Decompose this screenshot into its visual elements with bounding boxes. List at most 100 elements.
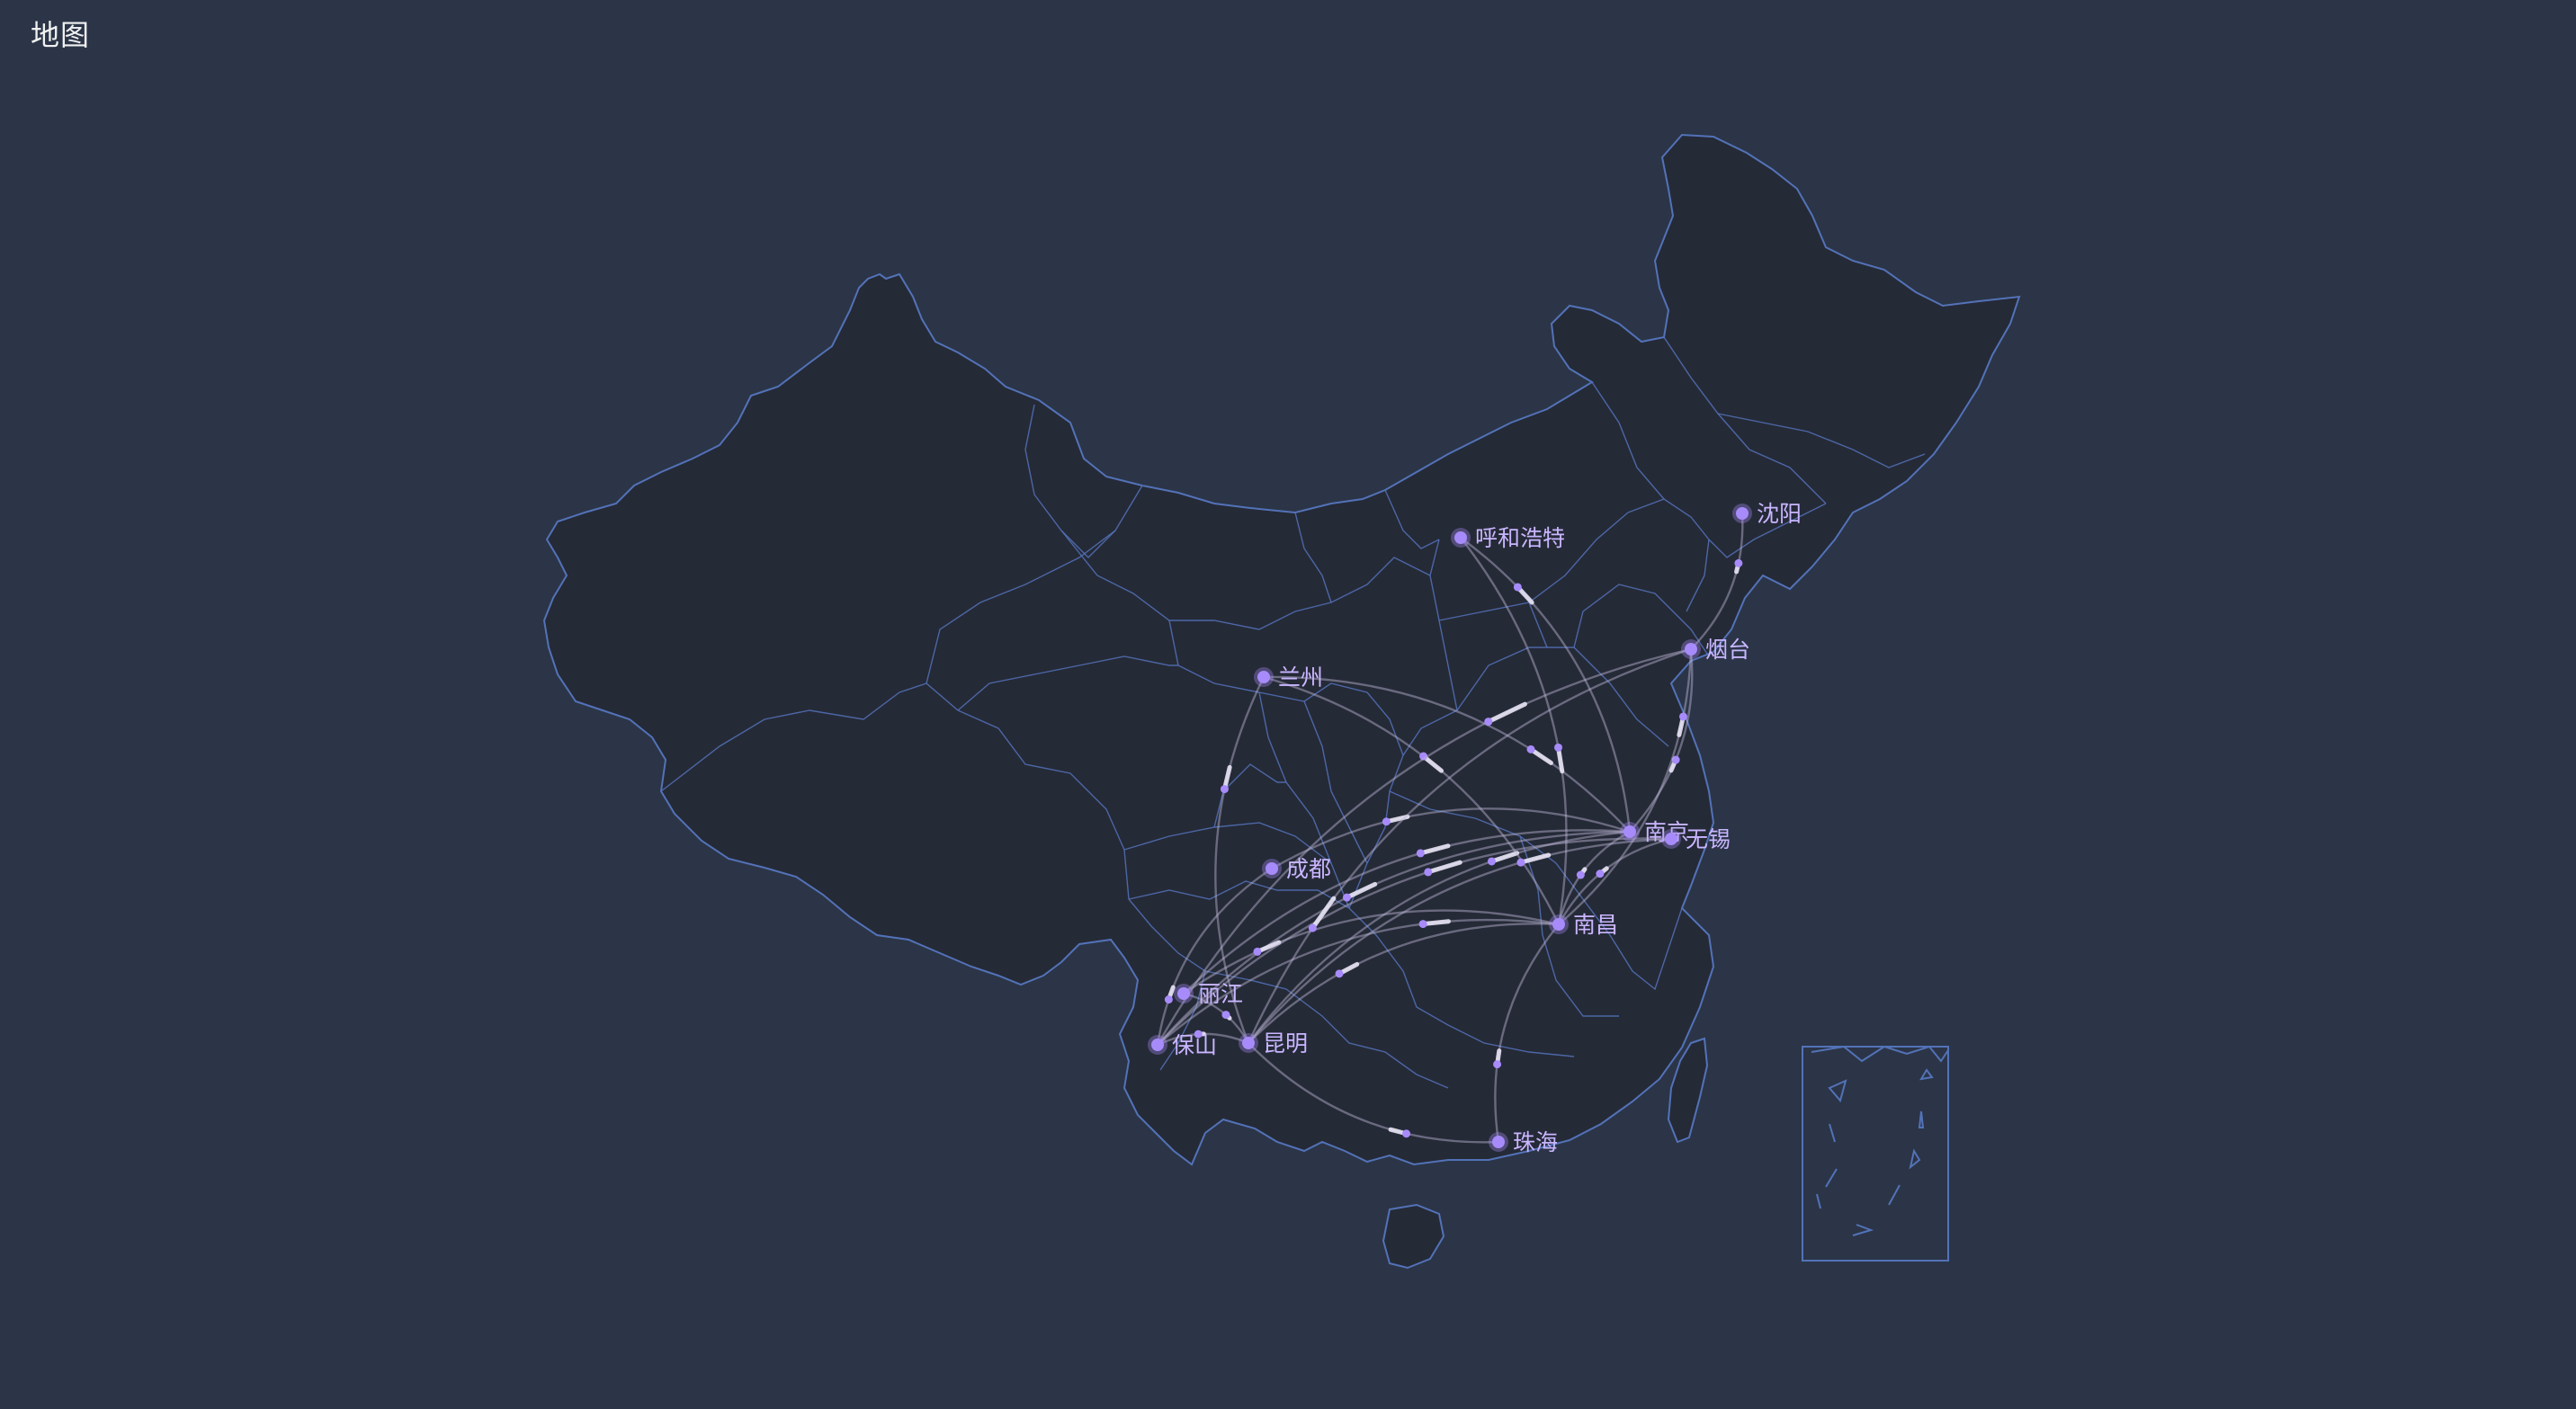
route-line [1156,867,1273,1046]
route-effect-head [1253,947,1262,956]
route-effect-head [1418,920,1427,929]
route-line [1271,807,1631,870]
route-trail [1486,701,1527,725]
city-point [1242,1037,1255,1049]
route-effect-head [1513,583,1522,592]
city-point [1454,531,1467,544]
route-line [1690,513,1744,650]
route-effect-head [1402,1129,1411,1138]
city-label: 沈阳 [1757,501,1802,527]
route-trail [1310,896,1337,931]
route-effect-head [1342,893,1351,902]
city-point [1685,643,1697,655]
route-effect-head [1671,755,1680,764]
route-effect-head [1734,558,1743,567]
route-effect-head [1424,868,1433,877]
route-effect-head [1220,785,1229,794]
route-line [1558,648,1693,925]
route-trail [1528,746,1553,765]
route-trail [1418,843,1451,856]
city-marker-baoshan[interactable]: 保山 [1148,1032,1217,1058]
route-line [1460,537,1568,925]
route-effect-head [1554,743,1563,752]
route-line [1494,923,1560,1143]
city-marker-wuxi[interactable]: 无锡 [1661,826,1731,852]
city-marker-zhuhai[interactable]: 珠海 [1489,1129,1558,1155]
route-line [1156,647,1692,1046]
city-label: 呼和浩特 [1475,525,1565,551]
route-effect-head [1484,718,1493,727]
route-trail [1420,919,1451,927]
route-line [1183,909,1560,994]
route-line [1183,992,1250,1044]
city-label: 保山 [1172,1032,1217,1058]
route-line [1248,923,1560,1044]
route-line [1248,837,1672,1044]
route-line [1157,837,1672,1046]
route-line [1460,537,1632,833]
route-effect-head [1516,858,1525,867]
route-line [1247,647,1692,1044]
city-point [1665,833,1677,845]
city-label: 南昌 [1573,912,1618,938]
route-effect-head [1221,1011,1230,1020]
hainan-region [1382,1203,1445,1270]
city-point [1736,507,1749,520]
route-effect-head [1308,923,1317,932]
city-point [1623,825,1636,838]
route-line [1248,830,1631,1044]
city-marker-huhehaote[interactable]: 呼和浩特 [1451,525,1565,551]
province-borders [660,336,1926,1089]
route-effect-head [1526,745,1535,754]
route-effect-head [1576,870,1585,879]
city-marker-lijiang[interactable]: 丽江 [1174,981,1243,1007]
city-label: 昆明 [1263,1030,1308,1057]
route-line [1214,676,1266,1044]
city-label: 烟台 [1705,637,1750,663]
route-lines [1156,513,1744,1144]
route-line [1157,918,1560,1046]
route-line [1629,648,1694,833]
city-point [1151,1039,1164,1051]
city-marker-nanchang[interactable]: 南昌 [1549,912,1618,938]
city-point [1177,987,1190,1000]
route-trail [1344,881,1378,900]
route-line [1248,1042,1499,1144]
route-line [1263,675,1631,833]
city-label: 兰州 [1278,664,1323,691]
city-label: 珠海 [1513,1129,1558,1155]
city-label: 丽江 [1198,981,1243,1007]
route-effect-head [1382,817,1391,826]
route-effect-head [1487,857,1496,866]
route-effect-head [1678,712,1687,721]
route-effect-head [1194,1030,1203,1039]
city-marker-kunming[interactable]: 昆明 [1239,1030,1308,1057]
city-label: 无锡 [1686,826,1731,852]
city-marker-shenyang[interactable]: 沈阳 [1732,501,1802,527]
city-point [1257,671,1270,683]
route-trail [1518,852,1552,865]
route-effect-head [1335,969,1344,978]
mainland-region [542,133,2021,1166]
city-point [1266,862,1278,875]
route-effect-head [1164,995,1173,1004]
city-point [1492,1136,1505,1148]
route-effect-head [1493,1060,1502,1069]
city-point [1552,918,1565,931]
route-effect-head [1416,849,1425,858]
city-marker-chengdu[interactable]: 成都 [1262,856,1331,882]
inset-islands [1811,1045,1949,1236]
route-effect-head [1419,752,1428,761]
route-trail [1489,851,1520,864]
route-trail [1426,860,1462,875]
map-regions [542,133,2021,1270]
city-marker-lanzhou[interactable]: 兰州 [1254,664,1323,691]
taiwan-region [1667,1037,1709,1144]
city-label: 成都 [1286,856,1331,882]
city-marker-yantai[interactable]: 烟台 [1681,637,1750,663]
route-effect-head [1596,869,1605,878]
south-china-sea-inset [1802,1046,1949,1262]
chart-title: 地图 [31,18,91,52]
